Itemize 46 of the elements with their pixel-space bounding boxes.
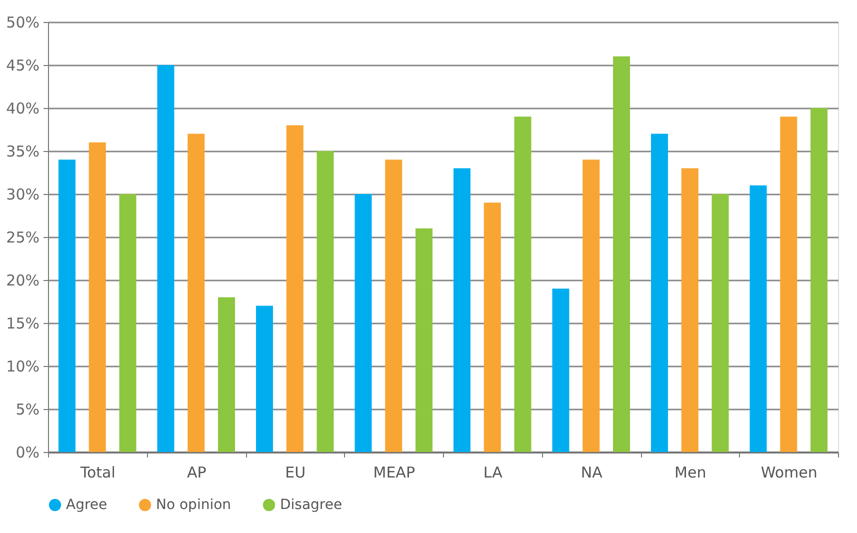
y-tick-label: 0% [16,444,40,462]
y-tick-label: 40% [6,100,40,118]
y-tick-label: 15% [6,314,40,332]
bar [218,297,236,452]
y-tick-label: 30% [6,186,40,204]
x-tick-label: NA [580,464,604,482]
legend-label: Agree [66,497,108,513]
bar [119,194,136,452]
x-tick-label: AP [186,464,206,482]
y-tick-label: 50% [6,14,40,32]
y-tick-label: 10% [6,358,40,376]
bar [514,116,532,452]
x-tick-label: Men [674,464,706,482]
x-tick-label: Total [79,464,116,482]
bar [650,134,668,452]
bar [188,134,205,452]
y-tick-label: 45% [6,56,40,74]
x-tick-label: MEAP [373,464,415,482]
bar [58,160,76,452]
bar [385,160,402,452]
bar [681,168,698,452]
bar [582,160,600,452]
x-tick-label: LA [483,464,504,482]
bar [712,194,729,452]
bar [780,116,798,452]
x-tick-label: Women [760,464,818,482]
bar [316,151,334,452]
bar [453,168,470,452]
bar [484,202,501,452]
bar [613,56,630,452]
bar [750,185,767,452]
y-tick-label: 25% [6,228,40,246]
bar [256,306,273,452]
y-tick-label: 35% [6,142,40,160]
bar [157,65,174,452]
y-tick-label: 5% [16,400,40,418]
bar [416,228,433,452]
bar [88,142,106,452]
legend-label: No opinion [156,497,232,513]
bar [286,125,304,452]
bar [552,288,570,452]
x-tick-label: EU [285,464,306,482]
legend-label: Disagree [280,497,342,513]
bar [810,108,828,452]
y-tick-label: 20% [6,272,40,290]
bar [354,194,372,452]
